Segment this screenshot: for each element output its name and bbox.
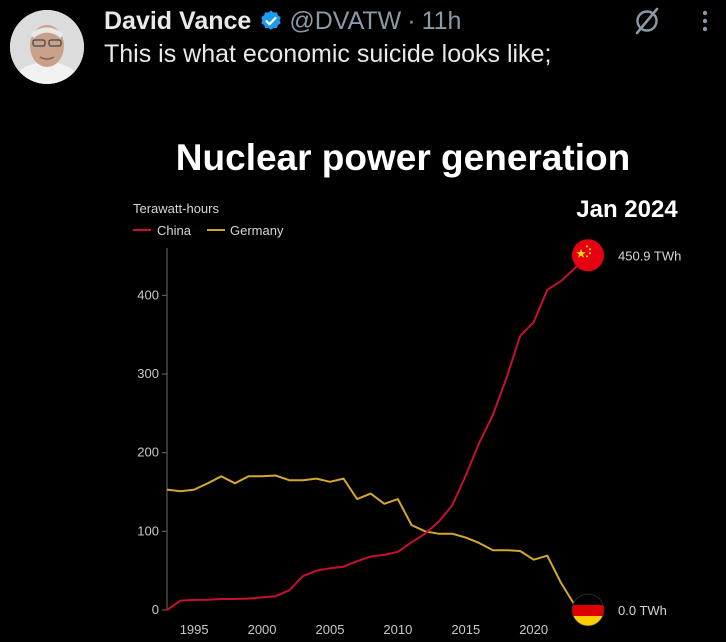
timestamp[interactable]: 11h: [421, 6, 462, 35]
y-axis-label: Terawatt-hours: [133, 201, 219, 216]
x-tick-label: 2000: [248, 622, 277, 637]
y-tick-label: 200: [137, 445, 159, 460]
series-line-china: [166, 254, 589, 611]
china-flag-icon: [572, 239, 604, 272]
nuclear-chart: Nuclear power generation Terawatt-hours …: [133, 137, 681, 637]
x-tick-label: 1995: [180, 622, 209, 637]
y-tick-label: 0: [152, 602, 159, 617]
y-tick-label: 100: [137, 523, 159, 538]
more-dots-icon[interactable]: [700, 8, 710, 34]
germany-end-value: 0.0 TWh: [618, 603, 667, 618]
x-ticks: 1995 2000 2005 2010 2015 2020: [180, 622, 548, 637]
legend-label-china: China: [157, 223, 192, 238]
x-tick-label: 2020: [519, 622, 548, 637]
date-label: Jan 2024: [576, 196, 678, 223]
verified-badge-icon: [261, 10, 282, 30]
series-line-germany: [166, 474, 589, 611]
separator-dot: ·: [407, 6, 416, 35]
chart-title: Nuclear power generation: [176, 137, 630, 178]
china-end-value: 450.9 TWh: [618, 248, 681, 263]
handle[interactable]: @DVATW: [289, 6, 402, 35]
avatar[interactable]: [10, 10, 84, 84]
grok-icon[interactable]: [632, 6, 662, 36]
x-tick-label: 2005: [316, 622, 345, 637]
post-media-chart[interactable]: Nuclear power generation Terawatt-hours …: [0, 100, 726, 642]
display-name[interactable]: David Vance: [104, 6, 252, 35]
post-header: David Vance @DVATW · 11h This is what ec…: [0, 0, 726, 90]
germany-flag-icon: [571, 593, 605, 627]
legend-label-germany: Germany: [230, 223, 284, 238]
x-tick-label: 2015: [451, 622, 480, 637]
y-ticks: 0 100 200 300 400: [137, 287, 167, 617]
y-tick-label: 300: [137, 366, 159, 381]
legend: China Germany: [133, 223, 284, 238]
y-tick-label: 400: [137, 287, 159, 302]
x-tick-label: 2010: [383, 622, 412, 637]
post-text: This is what economic suicide looks like…: [104, 40, 552, 68]
author-line: David Vance @DVATW · 11h: [104, 4, 461, 38]
avatar-photo-icon: [10, 10, 84, 84]
